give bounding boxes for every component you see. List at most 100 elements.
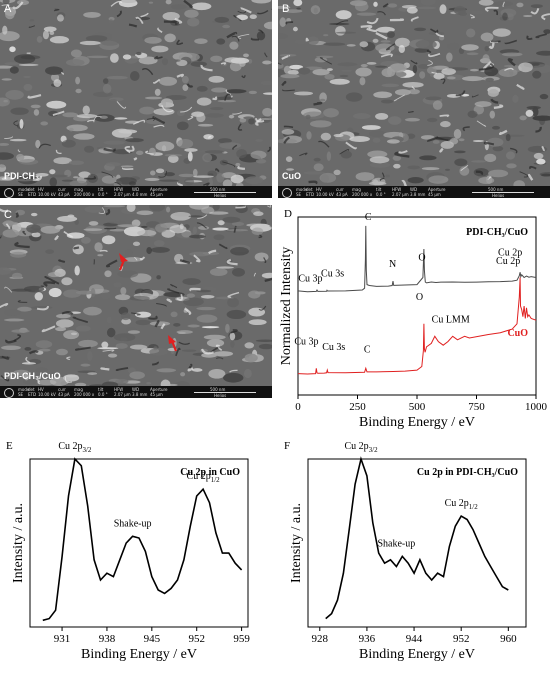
x-tick-label: 250 (349, 401, 366, 413)
info-value: 0.0 ° (98, 392, 108, 397)
peak-label: Cu 3s (322, 342, 345, 353)
info-value: 2.07 µm (392, 192, 409, 197)
x-tick-label: 952 (188, 633, 205, 645)
info-header: curr (58, 187, 66, 192)
instrument-brand: Helios (214, 393, 227, 398)
info-header: mag (74, 387, 83, 392)
sample-label-b: CuO (282, 171, 301, 181)
info-value: 43 pA (336, 192, 348, 197)
x-tick-label: 938 (99, 633, 116, 645)
series-line-0 (297, 225, 537, 293)
x-tick-label: 960 (500, 633, 517, 645)
sem-panel-b: B CuO mode SE det ETD HV 10.00 kV curr 43 pA mag… (278, 0, 550, 198)
info-header: mode (18, 187, 30, 192)
sem-texture-c (0, 205, 272, 386)
info-header: HV (316, 187, 322, 192)
peak-label: Cu 2p3/2 (58, 441, 92, 454)
info-value: ETD (28, 392, 37, 397)
info-header: tilt (98, 387, 104, 392)
info-value: SE (296, 192, 302, 197)
series-line-0 (325, 456, 509, 620)
x-tick-label: 1000 (525, 401, 548, 413)
y-axis-label: Intensity / a.u. (11, 503, 26, 583)
fei-logo-icon (4, 188, 14, 198)
panel-letter-e: E (6, 440, 13, 452)
chart-e-svg: E 931 938 945 952 959 Binding Energy / eV Inten… (6, 440, 250, 662)
info-header: HV (38, 187, 44, 192)
chart-title: Cu 2p in PDI-CH₃/CuO (417, 467, 518, 478)
red-arrows (118, 253, 178, 352)
info-header: tilt (376, 187, 382, 192)
info-header: HFW (114, 387, 124, 392)
x-axis-label: Binding Energy / eV (359, 415, 475, 430)
info-value: 10.00 kV (38, 192, 56, 197)
instrument-brand: Helios (214, 193, 227, 198)
info-value: 45 µm (150, 192, 163, 197)
fei-logo-icon (4, 388, 14, 398)
info-value: 3.8 mm (410, 192, 426, 197)
peak-label: Cu LMM (432, 315, 470, 326)
scale-bar-label: 500 nm (488, 187, 504, 192)
peak-label: Cu 3s (321, 268, 344, 279)
sem-panel-c: C PDI-CH₃/CuO mode SE det ETD HV 10.00 kV curr… (0, 205, 272, 398)
peak-label: Cu 3p (298, 273, 322, 284)
info-value: 0.0 ° (376, 192, 386, 197)
sem-info-bar-a: mode SE det ETD HV 10.00 kV curr 43 pA mag 200 00… (0, 186, 272, 198)
plot-frame (29, 458, 249, 628)
plot-frame (297, 216, 537, 396)
panel-letter-d: D (284, 208, 292, 220)
sem-info-bar-c: mode SE det ETD HV 10.00 kV curr 43 pA mag 200 00… (0, 386, 272, 398)
x-tick-label: 931 (54, 633, 71, 645)
info-header: Aperture (150, 387, 168, 392)
panel-letter-c: C (4, 209, 12, 221)
info-header: WD (132, 187, 140, 192)
peak-label: Cu 2p3/2 (344, 441, 378, 454)
peak-label: Shake-up (377, 538, 415, 549)
y-axis-label: Normalized Intensity (279, 247, 294, 366)
info-header: HFW (114, 187, 124, 192)
chart-f-svg: F 928 936 944 952 960 Binding Energy / eV Inten… (284, 440, 527, 662)
info-header: mag (74, 187, 83, 192)
info-header: det (28, 187, 35, 192)
x-tick-label: 952 (453, 633, 470, 645)
legend-entry: CuO (507, 328, 528, 339)
x-tick-label: 750 (468, 401, 485, 413)
peak-label: Cu 2p (498, 248, 522, 259)
info-header: mode (296, 187, 308, 192)
x-tick-label: 959 (233, 633, 250, 645)
info-value: 200 000 x (74, 192, 95, 197)
info-value: SE (18, 392, 24, 397)
info-value: ETD (28, 192, 37, 197)
info-value: 3.8 mm (132, 392, 148, 397)
info-header: curr (336, 187, 344, 192)
x-tick-label: 928 (312, 633, 329, 645)
panel-letter-a: A (4, 3, 12, 15)
info-value: 2.07 µm (114, 192, 131, 197)
chart-f: F 928 936 944 952 960 Binding Energy / eV Inten… (278, 437, 550, 670)
fei-logo-icon (282, 188, 292, 198)
red-arrow-lower (168, 335, 178, 352)
scale-bar (194, 192, 256, 193)
y-axis-label: Intensity / a.u. (289, 503, 304, 583)
x-tick-label: 945 (144, 633, 161, 645)
peak-label: C (364, 344, 371, 355)
x-axis-label: Binding Energy / eV (81, 647, 197, 662)
plot-frame (307, 458, 527, 628)
series-line-1 (297, 277, 537, 375)
x-tick-label: 936 (359, 633, 376, 645)
sem-panel-a: A PDI-CH₃ mode SE det ETD HV 10.00 kV curr 43 p… (0, 0, 272, 198)
info-value: 43 pA (58, 192, 70, 197)
sample-label-a: PDI-CH₃ (4, 171, 40, 181)
info-value: 43 pA (58, 392, 70, 397)
info-header: tilt (98, 187, 104, 192)
peak-label: O (416, 292, 423, 303)
info-header: WD (410, 187, 418, 192)
x-tick-label: 0 (295, 401, 301, 413)
info-value: 10.00 kV (316, 192, 334, 197)
series-line-0 (42, 457, 243, 622)
panel-letter-f: F (284, 440, 290, 452)
info-header: HFW (392, 187, 402, 192)
sample-label-c: PDI-CH₃/CuO (4, 371, 61, 381)
info-value: 45 µm (150, 392, 163, 397)
info-header: Aperture (428, 187, 446, 192)
